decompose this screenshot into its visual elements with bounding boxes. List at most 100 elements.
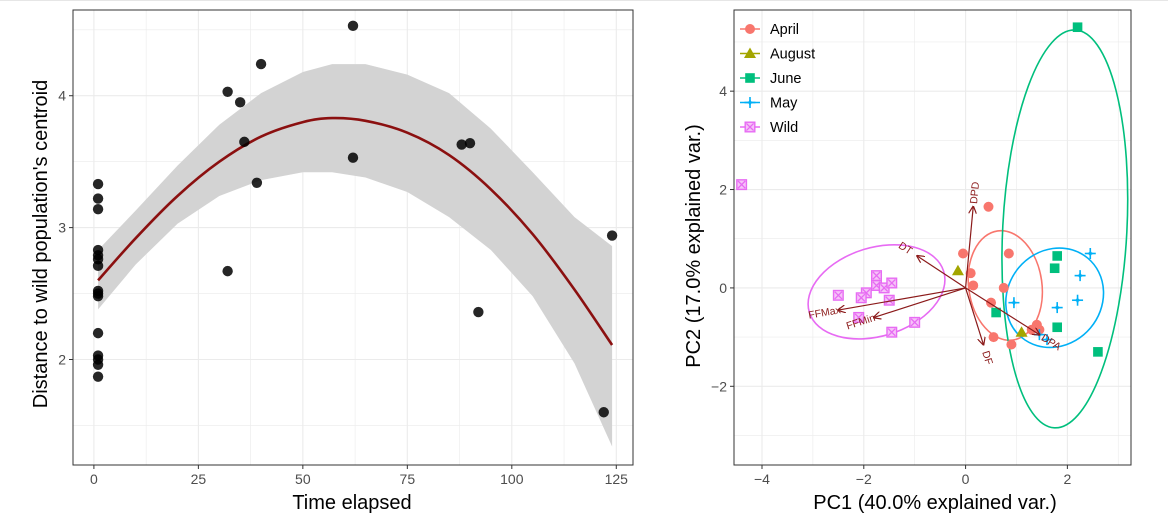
data-point bbox=[92, 260, 104, 272]
point-may bbox=[1041, 334, 1053, 346]
data-point bbox=[222, 265, 233, 277]
legend-label: April bbox=[770, 22, 799, 38]
x-tick-label: 0 bbox=[962, 471, 970, 487]
right-x-axis-label: PC1 (40.0% explained var.) bbox=[813, 492, 1056, 514]
data-point bbox=[347, 152, 359, 163]
x-tick-label: 100 bbox=[500, 471, 524, 487]
left-chart-x-ticks: 0 25 50 75 100 125 bbox=[90, 465, 628, 487]
point-wild bbox=[853, 311, 865, 323]
data-point bbox=[222, 86, 233, 97]
right-chart-y-ticks: −2 0 2 4 bbox=[711, 83, 734, 394]
legend-item-may: May bbox=[740, 96, 798, 112]
legend-label: Wild bbox=[770, 120, 798, 136]
loading-label: DPD bbox=[968, 181, 982, 205]
legend-key bbox=[745, 73, 755, 83]
ellipse-may bbox=[1004, 247, 1105, 349]
legend-key bbox=[744, 97, 756, 108]
data-point bbox=[92, 371, 104, 382]
point-april bbox=[998, 282, 1009, 293]
data-point bbox=[606, 230, 618, 241]
legend-item-wild: Wild bbox=[740, 120, 798, 136]
x-tick-label: 2 bbox=[1063, 471, 1071, 487]
point-wild bbox=[832, 289, 844, 301]
data-point bbox=[255, 58, 267, 70]
data-point bbox=[239, 136, 250, 148]
legend: April August June May Wild bbox=[740, 22, 815, 136]
left-chart-panel-border bbox=[72, 9, 634, 466]
data-point bbox=[92, 193, 104, 204]
y-tick-label: 2 bbox=[58, 351, 66, 367]
data-point bbox=[92, 327, 104, 339]
loading-arrow-dt bbox=[917, 256, 966, 289]
data-point bbox=[92, 290, 104, 302]
loading-label: DF bbox=[979, 349, 995, 366]
point-april bbox=[958, 248, 969, 259]
point-june bbox=[1052, 322, 1062, 333]
x-tick-label: −4 bbox=[754, 471, 770, 487]
loading-arrow-ffmin bbox=[874, 287, 966, 318]
x-tick-label: 50 bbox=[295, 471, 311, 487]
point-may bbox=[1051, 302, 1063, 314]
x-tick-label: 0 bbox=[90, 471, 98, 487]
loading-arrow-dpd bbox=[964, 207, 974, 288]
confidence-band bbox=[98, 64, 613, 447]
data-point bbox=[251, 177, 263, 188]
x-tick-label: −2 bbox=[856, 471, 872, 487]
point-may bbox=[1072, 294, 1084, 306]
right-chart-grid bbox=[734, 10, 1131, 465]
left-y-axis-label: Distance to wild population's centroid bbox=[30, 80, 52, 408]
point-april bbox=[968, 280, 979, 291]
right-chart-panel-border bbox=[733, 9, 1132, 466]
point-wild bbox=[855, 292, 867, 304]
point-june bbox=[1049, 263, 1060, 274]
point-may bbox=[1084, 247, 1096, 259]
point-april bbox=[1003, 248, 1014, 259]
data-point bbox=[456, 139, 467, 150]
data-point bbox=[464, 138, 476, 149]
point-may bbox=[1008, 297, 1020, 309]
point-wild bbox=[909, 316, 921, 328]
legend-key bbox=[744, 47, 756, 58]
y-tick-label: 4 bbox=[719, 83, 727, 99]
left-chart-y-ticks: 2 3 4 bbox=[58, 88, 73, 367]
y-tick-label: −2 bbox=[711, 378, 727, 394]
left-chart: 0 25 50 75 100 125 2 3 4 Time elapsed Distance … bbox=[30, 9, 634, 514]
data-point bbox=[347, 20, 359, 32]
data-point bbox=[92, 359, 104, 370]
point-august bbox=[1015, 326, 1028, 337]
loading-arrow-df bbox=[965, 287, 984, 345]
data-point bbox=[92, 203, 104, 215]
point-wild bbox=[736, 179, 748, 191]
point-august bbox=[951, 264, 964, 276]
point-june bbox=[1072, 22, 1083, 33]
data-point bbox=[598, 407, 609, 418]
loading-arrow-dpa bbox=[965, 287, 1040, 335]
legend-key bbox=[745, 24, 755, 34]
left-x-axis-label: Time elapsed bbox=[292, 492, 411, 514]
point-april bbox=[988, 332, 999, 343]
y-tick-label: 3 bbox=[58, 220, 66, 236]
quadratic-fit-line bbox=[97, 116, 614, 346]
point-wild bbox=[886, 326, 898, 338]
right-chart-x-ticks: −4 −2 0 2 bbox=[754, 465, 1071, 487]
x-tick-label: 75 bbox=[400, 471, 416, 487]
data-point bbox=[234, 97, 246, 108]
y-tick-label: 4 bbox=[58, 88, 66, 104]
point-april bbox=[965, 268, 976, 279]
point-june bbox=[1052, 251, 1062, 261]
legend-key bbox=[744, 121, 756, 133]
y-tick-label: 0 bbox=[719, 280, 727, 296]
data-point bbox=[92, 178, 104, 190]
point-wild bbox=[871, 270, 883, 282]
loading-arrow-ffmax bbox=[838, 287, 966, 310]
point-june bbox=[1093, 347, 1103, 357]
point-may bbox=[1074, 270, 1086, 282]
right-y-axis-label: PC2 (17.0% explained var.) bbox=[683, 124, 705, 367]
point-june bbox=[991, 307, 1001, 318]
legend-label: June bbox=[770, 71, 801, 87]
legend-label: May bbox=[770, 96, 798, 112]
loading-label: FFMax bbox=[807, 304, 842, 322]
x-tick-label: 125 bbox=[605, 471, 629, 487]
point-april bbox=[983, 201, 994, 212]
